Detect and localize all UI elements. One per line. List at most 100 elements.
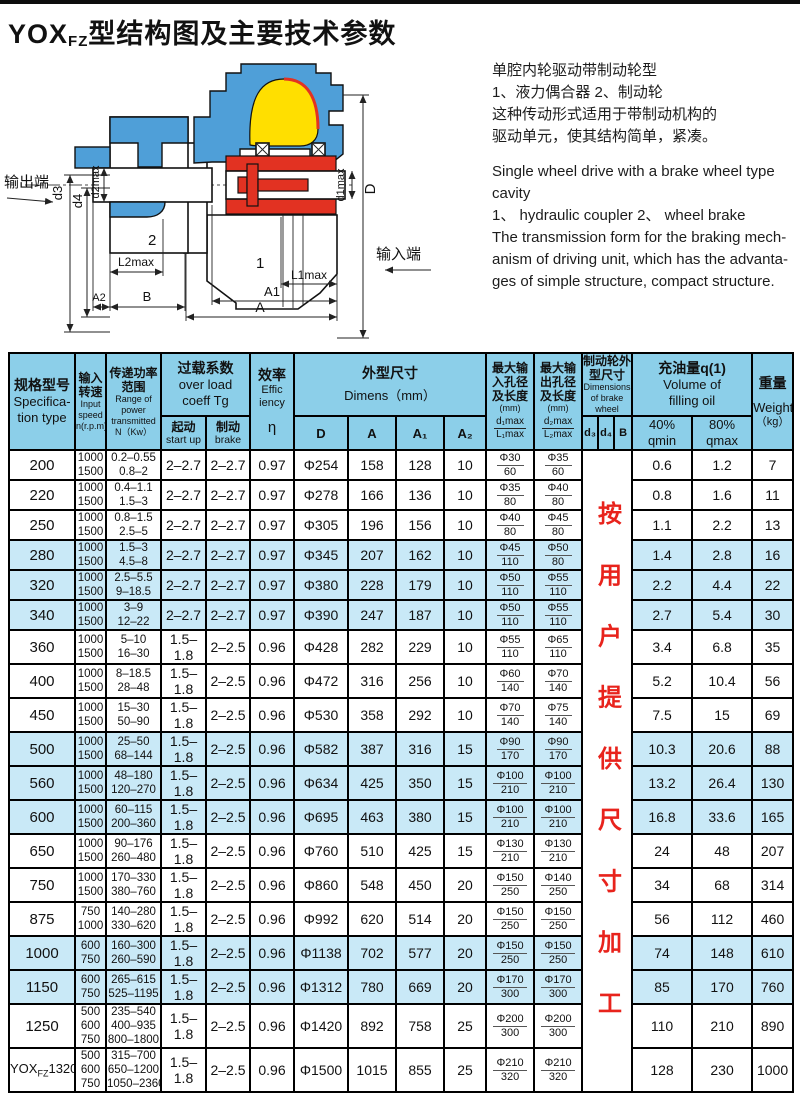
dim-label-L1max: L1max bbox=[291, 268, 327, 282]
cell-brake-coeff: 2–2.5 bbox=[205, 629, 251, 665]
cell-model: 500 bbox=[8, 731, 76, 767]
brake-hub-block bbox=[74, 146, 111, 169]
rotor-web bbox=[246, 163, 259, 207]
speed-value: 1000 bbox=[77, 920, 104, 932]
bore-fraction: Φ35 80 bbox=[496, 482, 524, 508]
bore-fraction: Φ210 320 bbox=[541, 1057, 575, 1084]
speed-value: 1000 bbox=[77, 804, 104, 816]
bore-fraction: Φ75 140 bbox=[544, 702, 572, 729]
spec-table-body: 200 1000 1500 0.2–0.55 0.8–2 2–2.7 2–2.7 0.97 Φ2… bbox=[8, 449, 795, 1093]
cell-input-speed: 1000 1500 bbox=[74, 765, 107, 801]
power-value: 16–30 bbox=[117, 648, 150, 660]
cell-weight: 69 bbox=[751, 697, 795, 733]
cell-oil-qmin: 128 bbox=[631, 1047, 694, 1093]
cell-weight: 35 bbox=[751, 629, 795, 665]
bore-diameter: Φ50 bbox=[496, 572, 524, 586]
bore-fraction: Φ150 250 bbox=[493, 906, 527, 933]
col-header-d3: d₃ bbox=[581, 415, 600, 451]
cell-dim-D: Φ1312 bbox=[293, 969, 349, 1005]
bore-diameter: Φ45 bbox=[496, 542, 524, 556]
table-row: 340 1000 1500 3–9 12–22 2–2.7 2–2.7 0.97 Φ390 247… bbox=[8, 599, 795, 631]
cell-max-output-bore: Φ100 210 bbox=[533, 765, 584, 801]
bore-fraction: Φ100 210 bbox=[541, 770, 575, 797]
cell-startup-coeff: 1.5–1.8 bbox=[160, 1003, 207, 1049]
cell-oil-qmin: 10.3 bbox=[631, 731, 694, 767]
cell-brake-coeff: 2–2.7 bbox=[205, 449, 251, 481]
cell-power-range: 48–180 120–270 bbox=[105, 765, 162, 801]
bore-length: 300 bbox=[500, 987, 520, 1000]
bore-length: 110 bbox=[501, 555, 519, 568]
speed-value: 600 bbox=[80, 1064, 101, 1076]
cell-dim-A2: 10 bbox=[442, 629, 488, 665]
bore-fraction: Φ100 210 bbox=[541, 804, 575, 831]
cell-input-speed: 1000 1500 bbox=[74, 833, 107, 869]
cell-model: 250 bbox=[8, 509, 76, 541]
bore-fraction: Φ200 300 bbox=[541, 1013, 575, 1040]
cell-weight: 314 bbox=[751, 867, 795, 903]
cell-startup-coeff: 2–2.7 bbox=[160, 569, 207, 601]
rotor-lower bbox=[225, 198, 337, 215]
cell-model: 1250 bbox=[8, 1003, 76, 1049]
cell-weight: 7 bbox=[751, 449, 795, 481]
cell-model: 650 bbox=[8, 833, 76, 869]
cell-oil-qmax: 1.6 bbox=[691, 479, 754, 511]
bore-diameter: Φ150 bbox=[493, 940, 527, 954]
cell-dim-A2: 10 bbox=[442, 697, 488, 733]
bore-fraction: Φ50 110 bbox=[496, 602, 524, 628]
speed-value: 600 bbox=[80, 940, 101, 952]
part-label-coupler: 1 bbox=[256, 255, 264, 272]
table-row: YOXFZ1320 500 600 750 315–700 650–1200 1050–23… bbox=[8, 1047, 795, 1093]
bore-fraction: Φ170 300 bbox=[541, 974, 575, 1001]
speed-value: 1000 bbox=[77, 736, 104, 748]
cell-dim-A: 166 bbox=[347, 479, 397, 511]
cell-startup-coeff: 2–2.7 bbox=[160, 539, 207, 571]
cell-model: 600 bbox=[8, 799, 76, 835]
cell-max-output-bore: Φ40 80 bbox=[533, 479, 584, 511]
power-value: 9–18.5 bbox=[115, 586, 152, 598]
bore-length: 80 bbox=[551, 495, 565, 508]
cell-dim-D: Φ472 bbox=[293, 663, 349, 699]
cell-dim-A2: 15 bbox=[442, 731, 488, 767]
cell-model: 400 bbox=[8, 663, 76, 699]
cell-input-speed: 1000 1500 bbox=[74, 629, 107, 665]
bore-diameter: Φ150 bbox=[493, 906, 527, 920]
col-header-A: A bbox=[347, 415, 397, 451]
speed-value: 1000 bbox=[77, 770, 104, 782]
cell-dim-A1: 450 bbox=[395, 867, 445, 903]
input-end-label: 输入端 bbox=[376, 246, 421, 263]
cell-efficiency: 0.96 bbox=[249, 867, 295, 903]
cell-max-input-bore: Φ35 80 bbox=[485, 479, 536, 511]
speed-value: 1000 bbox=[77, 702, 104, 714]
bearing-left bbox=[255, 142, 270, 157]
cell-dim-D: Φ760 bbox=[293, 833, 349, 869]
dim-label-d4: d4 bbox=[70, 194, 85, 208]
bore-fraction: Φ55 110 bbox=[544, 602, 572, 628]
cell-max-input-bore: Φ90 170 bbox=[485, 731, 536, 767]
cell-efficiency: 0.96 bbox=[249, 799, 295, 835]
cell-efficiency: 0.96 bbox=[249, 935, 295, 971]
page-title: YOXFZ型结构图及主要技术参数 bbox=[8, 12, 396, 51]
spec-table: 规格型号 Specifica- tion type 输入 转速 Input sp… bbox=[8, 352, 795, 1093]
bore-fraction: Φ100 210 bbox=[493, 804, 527, 831]
cell-power-range: 160–300 260–590 bbox=[105, 935, 162, 971]
desc-line-en: cavity bbox=[492, 185, 531, 202]
table-row: 600 1000 1500 60–115 200–360 1.5–1.8 2–2.5 0.96… bbox=[8, 799, 795, 835]
power-value: 200–360 bbox=[111, 818, 156, 830]
table-row: 320 1000 1500 2.5–5.5 9–18.5 2–2.7 2–2.7 0.97 Φ3… bbox=[8, 569, 795, 601]
desc-line-en: The transmission form for the braking me… bbox=[492, 229, 787, 246]
bore-fraction: Φ130 210 bbox=[541, 838, 575, 865]
cell-startup-coeff: 1.5–1.8 bbox=[160, 697, 207, 733]
bore-length: 250 bbox=[500, 953, 520, 966]
speed-value: 1500 bbox=[77, 496, 104, 508]
col-header-dimensions: 外型尺寸 Dimens（mm） bbox=[292, 352, 488, 417]
part-label-brake-wheel: 2 bbox=[148, 232, 156, 249]
cell-brake-coeff: 2–2.5 bbox=[205, 663, 251, 699]
bore-diameter: Φ60 bbox=[496, 668, 524, 682]
table-row: 400 1000 1500 8–18.5 28–48 1.5–1.8 2–2.5 0.96 Φ4… bbox=[8, 663, 795, 699]
spec-table-header: 规格型号 Specifica- tion type 输入 转速 Input sp… bbox=[8, 352, 795, 451]
cell-efficiency: 0.96 bbox=[249, 1003, 295, 1049]
cell-oil-qmin: 74 bbox=[631, 935, 694, 971]
cell-max-input-bore: Φ40 80 bbox=[485, 509, 536, 541]
col-header-overload: 过载系数 over load coeff Tg bbox=[160, 352, 251, 417]
cell-model: 560 bbox=[8, 765, 76, 801]
